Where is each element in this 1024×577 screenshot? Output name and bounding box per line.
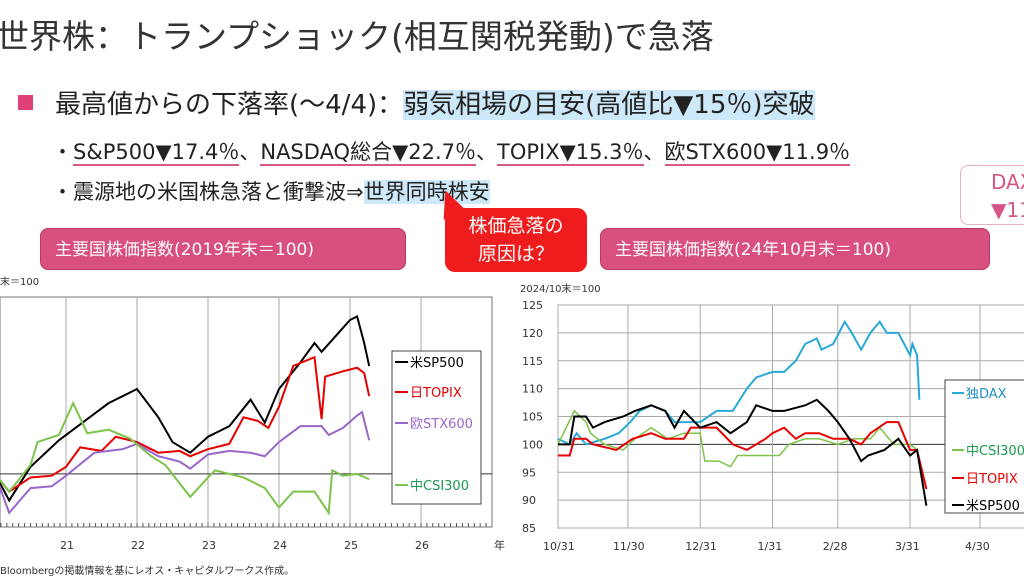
y-tick-label: 95: [522, 466, 536, 479]
y-unit-label: 末＝100: [0, 275, 39, 288]
sub-bullet-declines: ・S&P500▼17.4％、NASDAQ総合▼22.7％、TOPIX▼15.3％…: [52, 136, 851, 166]
legend-label: 米SP500: [410, 356, 464, 371]
dot: ・: [52, 180, 73, 204]
series-line-米SP500: [0, 315, 371, 503]
sep: 、: [239, 140, 261, 164]
series-line-中CSI300: [0, 400, 370, 516]
x-tick-label: 10/31: [543, 540, 575, 553]
legend-label: 欧STX600: [410, 417, 473, 432]
y-tick-label: 90: [522, 494, 536, 507]
charts: 末＝1000212223242526年米SP500日TOPIX欧STX600中C…: [0, 275, 1024, 553]
series-line-日TOPIX: [0, 355, 371, 493]
series-line-米SP500: [558, 398, 928, 506]
legend-label: 日TOPIX: [966, 472, 1018, 487]
dot: ・: [52, 140, 73, 164]
epicenter-highlight: 世界同時株安: [363, 180, 490, 204]
bullet-prefix: 最高値からの下落率(～4/4)：: [55, 90, 404, 120]
y-tick-label: 110: [522, 383, 543, 396]
y-tick-label: 100: [522, 438, 543, 451]
x-tick-label: 23: [202, 539, 216, 552]
x-tick-label: 26: [415, 539, 429, 552]
legend-label: 中CSI300: [410, 479, 469, 494]
bullet-square-icon: [18, 95, 33, 110]
sep: 、: [476, 140, 497, 164]
decline-sp500: S&P500▼17.4％: [73, 140, 240, 166]
x-tick-label: 22: [131, 539, 145, 552]
x-tick-label: 2/28: [823, 540, 848, 553]
page-title: 世界株：トランプショック(相互関税発動)で急落: [0, 17, 714, 56]
decline-stx600: 欧STX600▼11.9％: [664, 140, 851, 166]
x-tick-label: 25: [344, 539, 358, 552]
bullet-highlight: 弱気相場の目安(高値比▼15％)突破: [403, 90, 815, 120]
x-tick-label: 1/31: [757, 540, 782, 553]
right-chart-label: 主要国株価指数(24年10月末＝100): [600, 228, 990, 270]
epicenter-text: 震源地の米国株急落と衝撃波⇒: [73, 180, 364, 204]
y-tick-label: 105: [522, 411, 543, 424]
sub-bullet-epicenter: ・震源地の米国株急落と衝撃波⇒世界同時株安: [52, 176, 490, 206]
footnote: Bloombergの掲載情報を基にレオス・キャピタルワークス作成。: [0, 566, 295, 577]
dax-note-line1: DAX: [991, 170, 1024, 194]
left-chart-label: 主要国株価指数(2019年末＝100): [40, 228, 406, 270]
decline-topix: TOPIX▼15.3％: [497, 140, 644, 166]
callout-line2: 原因は？: [477, 243, 554, 265]
x-tick-label: 12/31: [685, 540, 717, 553]
bullet-main: 最高値からの下落率(～4/4)：弱気相場の目安(高値比▼15％)突破: [18, 84, 815, 121]
x-tick-label: 21: [60, 539, 74, 552]
y-tick-label: 115: [522, 355, 543, 368]
decline-nasdaq: NASDAQ総合▼22.7％: [260, 140, 476, 166]
x-tick-label: 24: [273, 539, 287, 552]
legend: [391, 350, 482, 505]
y-tick-label: 85: [522, 522, 536, 535]
x-tick-label: 3/31: [895, 540, 920, 553]
legend: [944, 379, 1024, 514]
y-tick-label: 120: [522, 327, 543, 340]
legend-label: 日TOPIX: [410, 386, 462, 401]
y-tick-label: 125: [522, 299, 543, 312]
sep: 、: [643, 140, 665, 164]
legend-label: 独DAX: [966, 387, 1007, 402]
x-tick-label: 11/30: [613, 540, 645, 553]
callout-cause: 株価急落の原因は？: [445, 208, 587, 272]
legend-label: 中CSI300: [966, 444, 1024, 459]
series-line-欧STX600: [0, 410, 371, 515]
y-unit-label: 2024/10末＝100: [520, 282, 601, 295]
dax-note-line2: ▼11: [991, 198, 1024, 222]
legend-label: 米SP500: [966, 499, 1020, 514]
series-line-独DAX: [557, 319, 921, 446]
series-line-日TOPIX: [558, 421, 928, 490]
right-chart: 2024/10末＝100 85 90 95 100 105 110 115 120 125 10/3…: [520, 282, 1024, 553]
dax-note: DAX ▼11: [960, 165, 1024, 225]
callout-line1: 株価急落の: [468, 215, 564, 237]
left-chart: 末＝1000212223242526年米SP500日TOPIX欧STX600中C…: [0, 275, 505, 552]
x-unit-label: 年: [494, 538, 505, 552]
x-tick-label: 4/30: [965, 540, 990, 553]
